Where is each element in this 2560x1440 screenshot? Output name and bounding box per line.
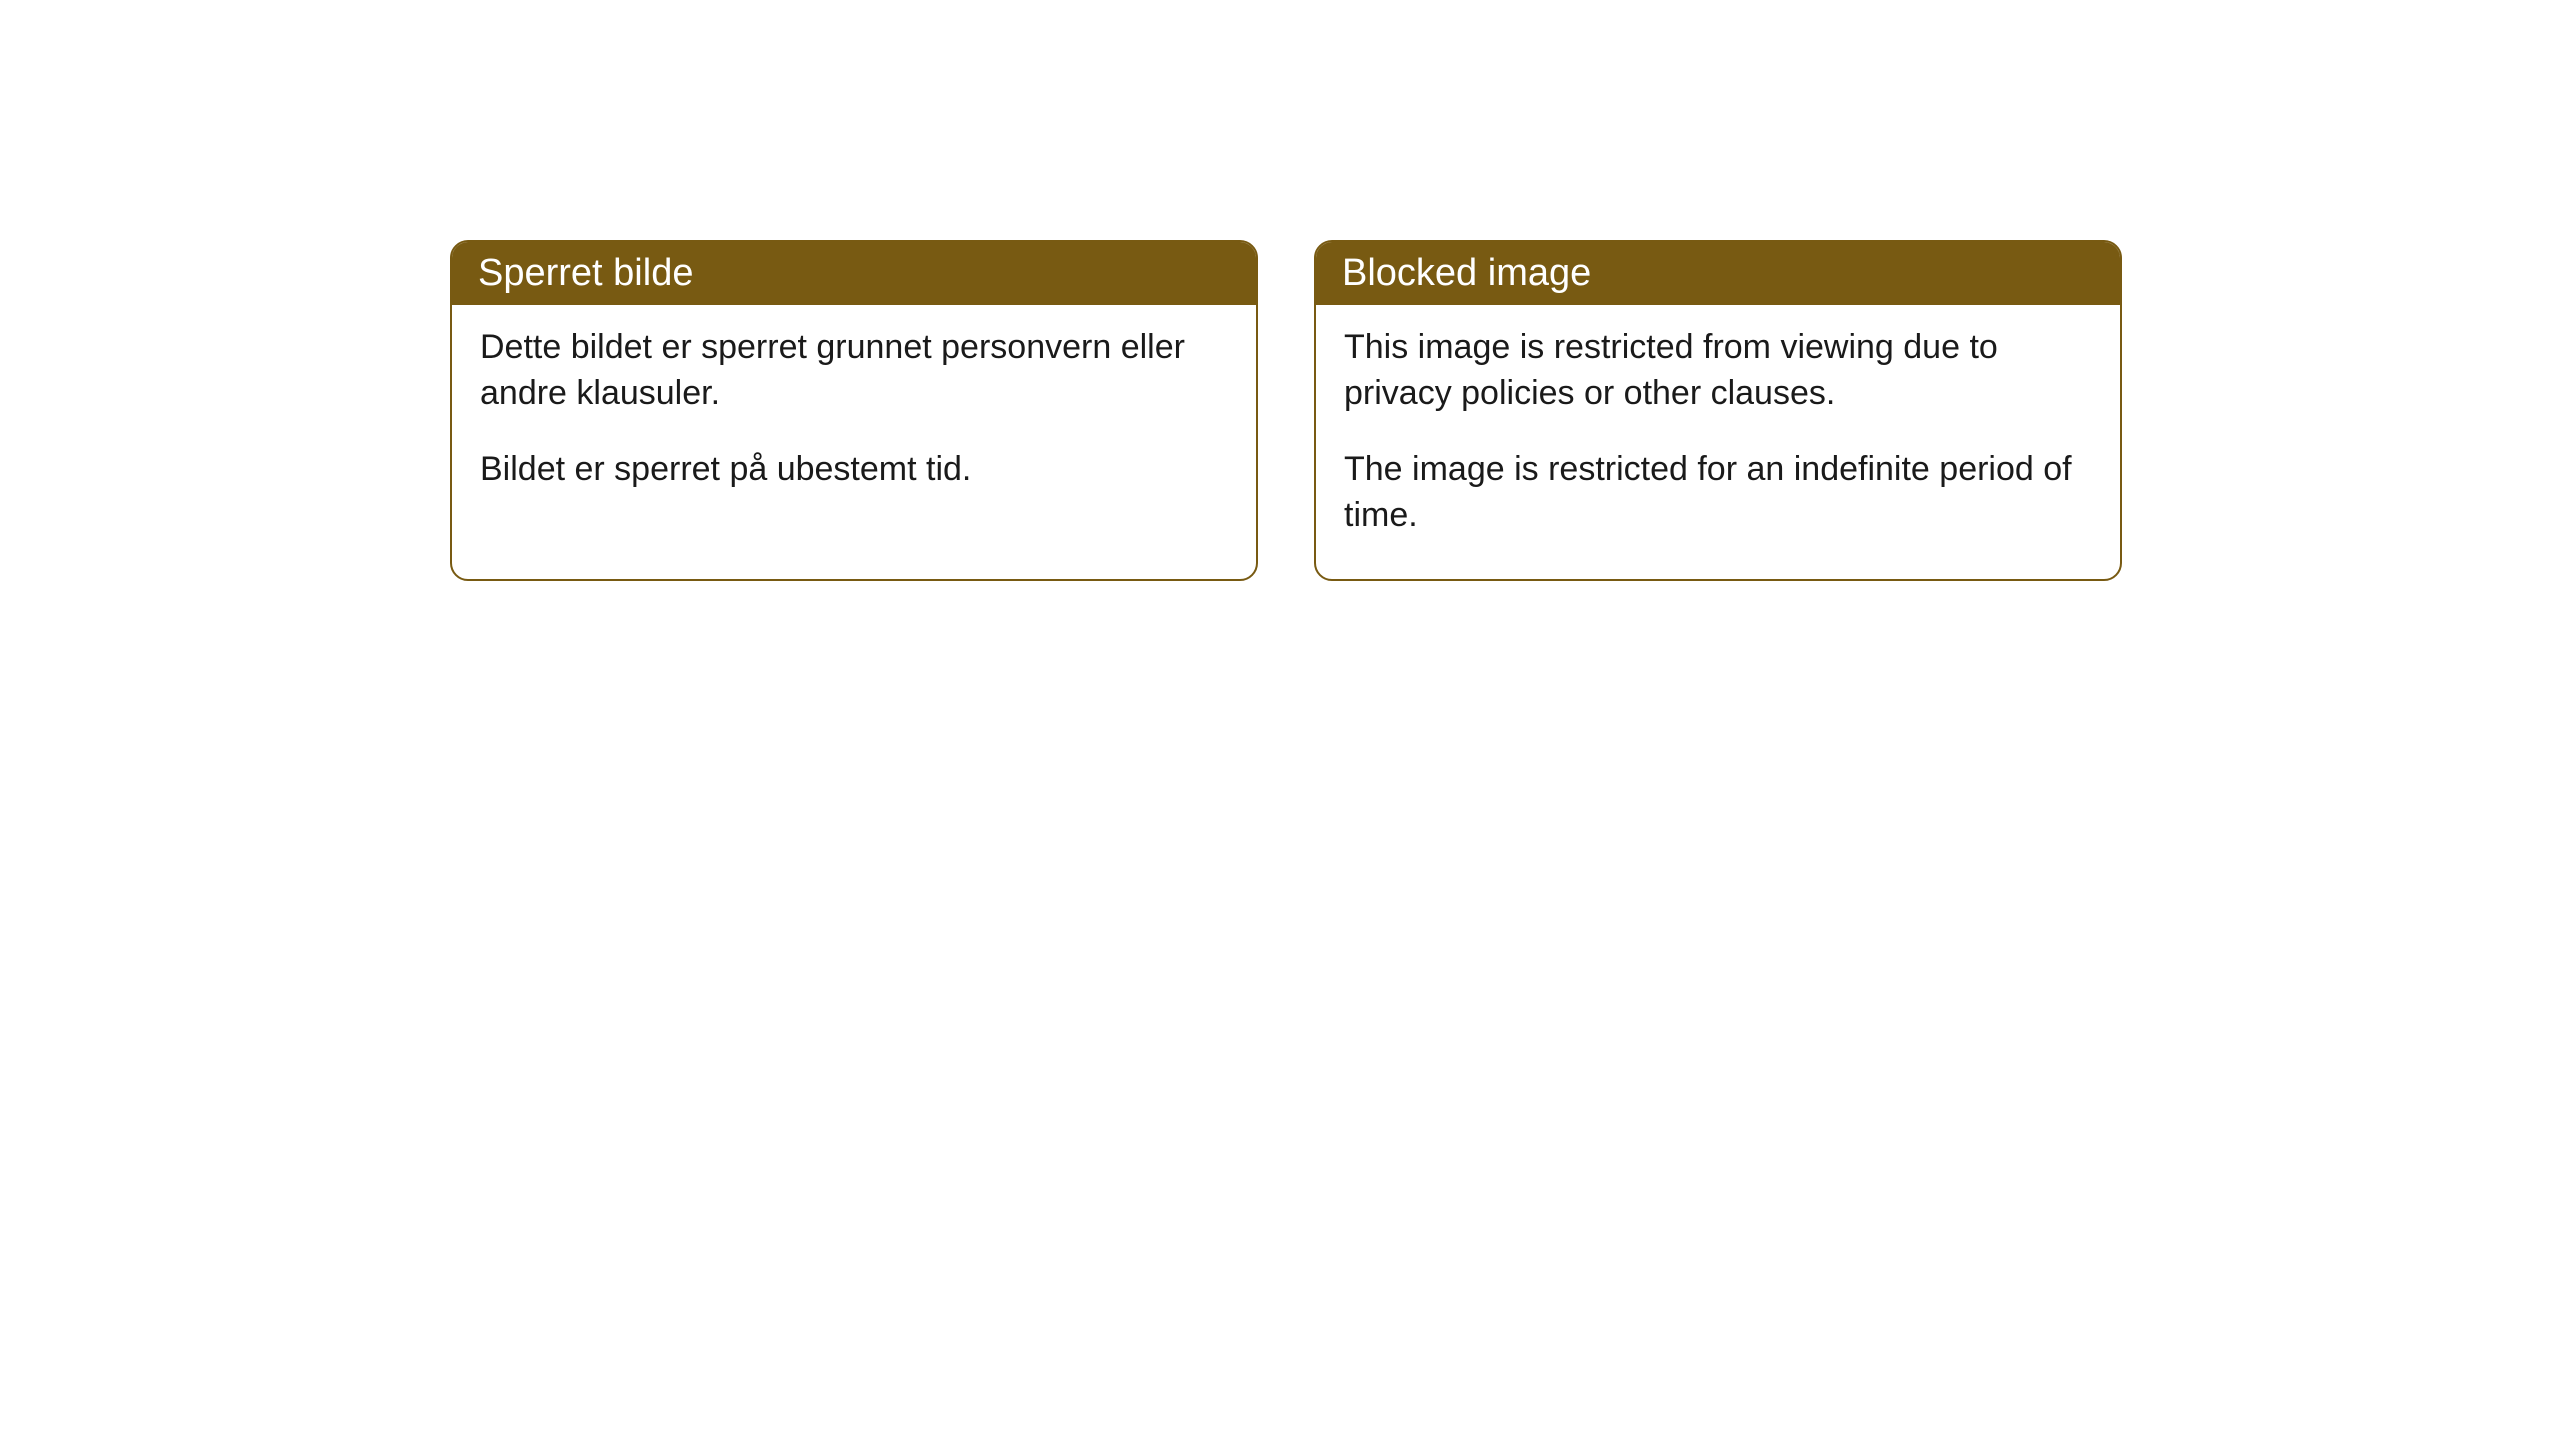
- card-english: Blocked image This image is restricted f…: [1314, 240, 2122, 581]
- card-title-english: Blocked image: [1342, 252, 1591, 294]
- card-text-1-english: This image is restricted from viewing du…: [1344, 325, 2092, 417]
- card-text-2-norwegian: Bildet er sperret på ubestemt tid.: [480, 447, 1228, 493]
- card-title-norwegian: Sperret bilde: [478, 252, 693, 294]
- cards-container: Sperret bilde Dette bildet er sperret gr…: [450, 240, 2122, 581]
- card-text-1-norwegian: Dette bildet er sperret grunnet personve…: [480, 325, 1228, 417]
- card-header-english: Blocked image: [1316, 242, 2120, 305]
- card-body-norwegian: Dette bildet er sperret grunnet personve…: [452, 305, 1256, 533]
- card-norwegian: Sperret bilde Dette bildet er sperret gr…: [450, 240, 1258, 581]
- card-body-english: This image is restricted from viewing du…: [1316, 305, 2120, 579]
- card-text-2-english: The image is restricted for an indefinit…: [1344, 447, 2092, 539]
- card-header-norwegian: Sperret bilde: [452, 242, 1256, 305]
